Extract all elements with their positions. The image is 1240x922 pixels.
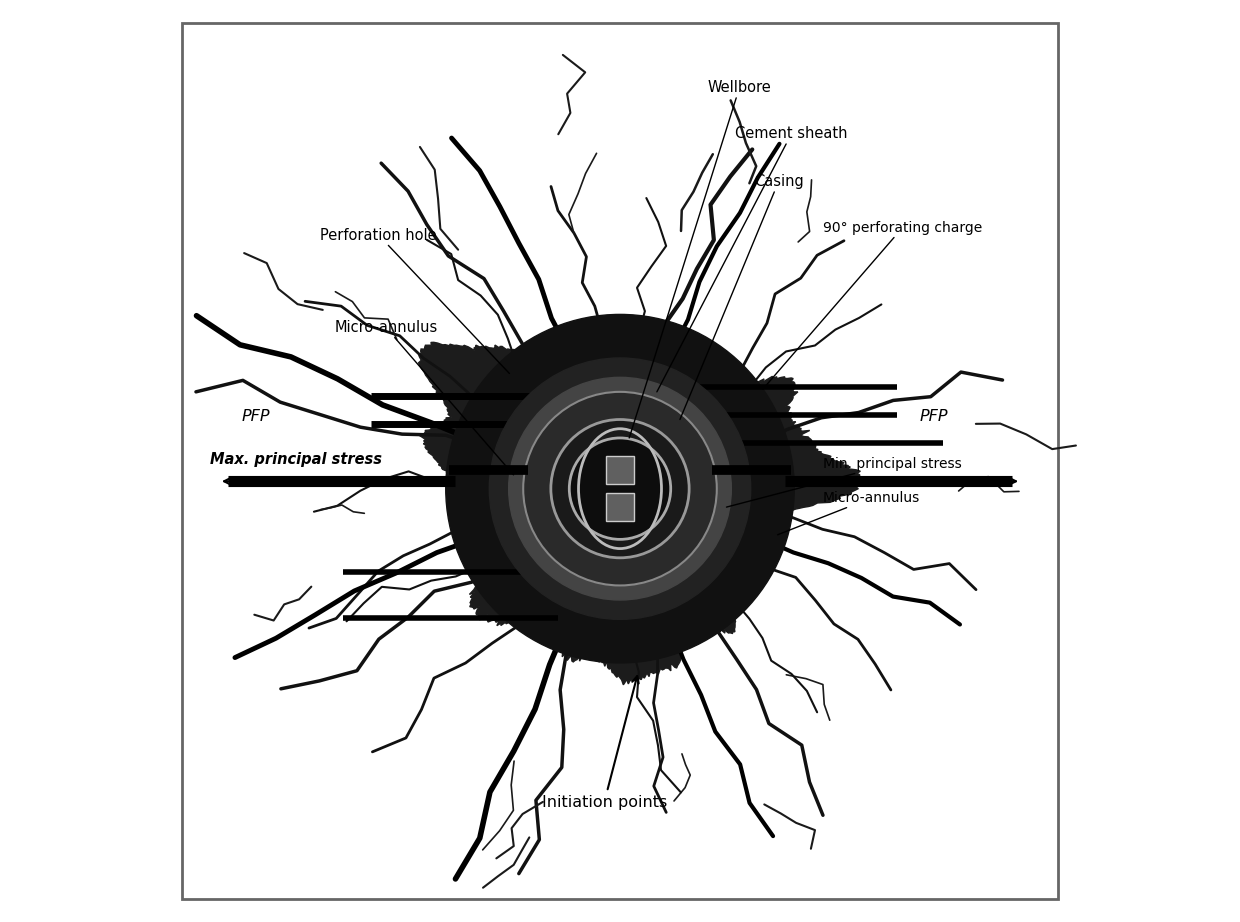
- Circle shape: [551, 420, 689, 558]
- Text: Min. principal stress: Min. principal stress: [727, 456, 961, 507]
- Text: PFP: PFP: [242, 409, 270, 424]
- Text: Initiation points: Initiation points: [542, 676, 667, 810]
- Text: PFP: PFP: [920, 409, 949, 424]
- Circle shape: [508, 377, 732, 600]
- Text: Wellbore: Wellbore: [629, 80, 771, 438]
- Text: Perforation hole: Perforation hole: [320, 228, 510, 373]
- Circle shape: [523, 392, 717, 585]
- Circle shape: [569, 438, 671, 539]
- Text: Cement sheath: Cement sheath: [657, 126, 848, 392]
- Circle shape: [445, 314, 795, 663]
- Circle shape: [490, 358, 750, 620]
- Text: Casing: Casing: [680, 174, 804, 420]
- Text: 90° perforating charge: 90° perforating charge: [763, 220, 982, 389]
- Text: Micro-annulus: Micro-annulus: [334, 320, 513, 475]
- Text: Micro-annulus: Micro-annulus: [777, 491, 920, 535]
- Text: Max. principal stress: Max. principal stress: [210, 452, 382, 467]
- Bar: [606, 493, 634, 521]
- Polygon shape: [418, 318, 866, 685]
- Bar: [606, 456, 634, 484]
